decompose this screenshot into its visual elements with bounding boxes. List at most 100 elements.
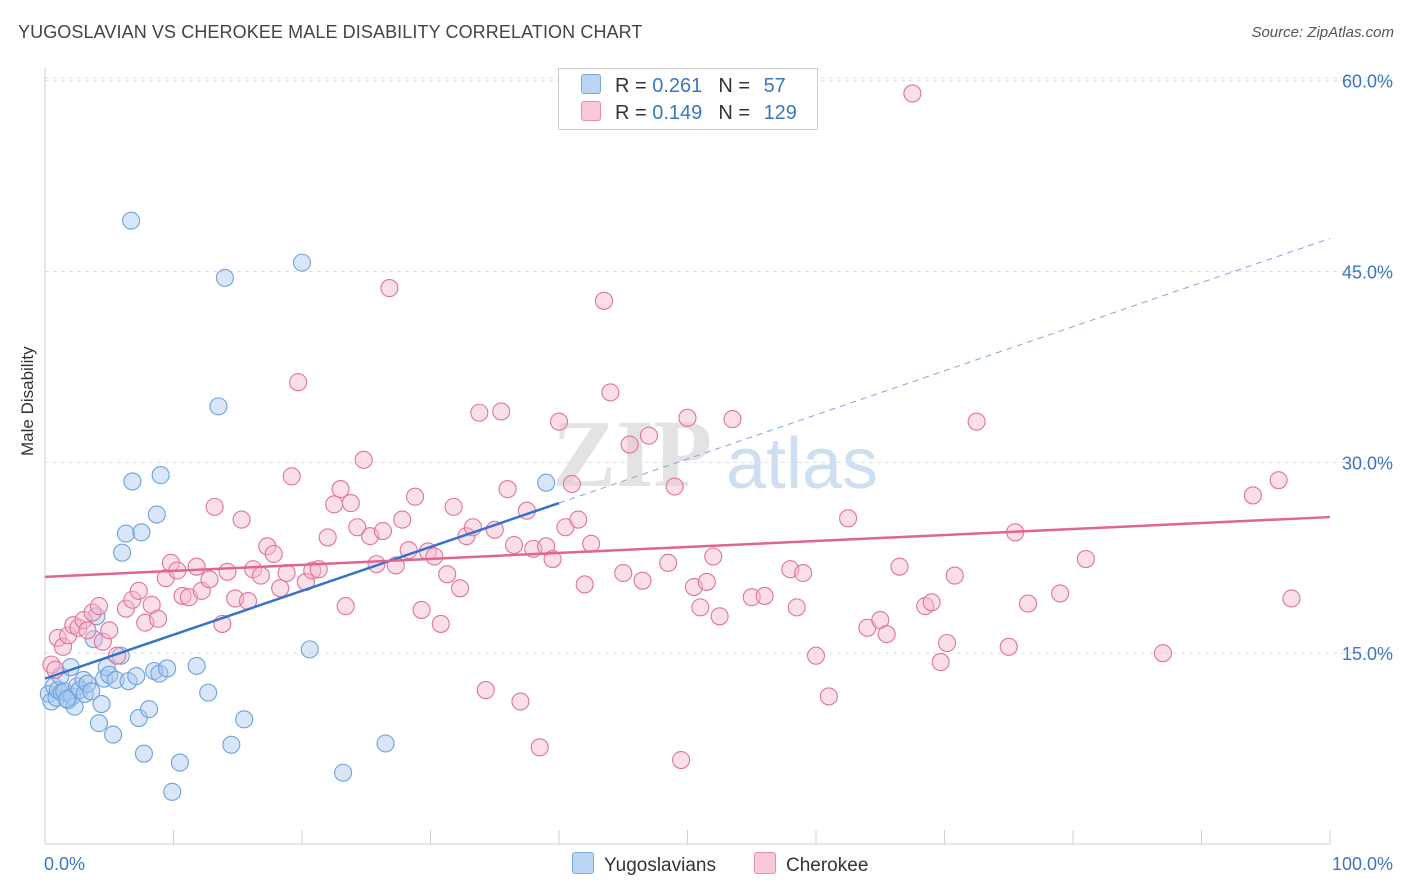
point-cherokee <box>89 597 109 616</box>
point-cherokee <box>498 480 517 499</box>
y-tick-labels: 15.0% 30.0% 45.0% 60.0% <box>1342 72 1393 664</box>
point-yugoslavians <box>57 689 76 709</box>
point-cherokee <box>1269 471 1288 490</box>
point-yugoslavians <box>187 656 206 675</box>
point-cherokee <box>173 586 192 605</box>
point-cherokee <box>425 547 444 566</box>
point-cherokee <box>318 528 337 547</box>
trend-line-cherokee <box>44 515 1331 579</box>
point-cherokee <box>742 588 761 607</box>
point-cherokee <box>331 480 350 499</box>
point-cherokee <box>258 537 277 556</box>
point-cherokee <box>710 607 729 626</box>
point-cherokee <box>678 408 697 427</box>
y-axis-label: Male Disability <box>18 346 37 456</box>
point-yugoslavians <box>151 466 170 485</box>
legend-item-cherokee: Cherokee <box>754 852 868 877</box>
point-yugoslavians <box>122 211 141 230</box>
point-yugoslavians <box>376 734 395 753</box>
point-yugoslavians <box>215 268 234 287</box>
point-cherokee <box>569 510 588 529</box>
point-cherokee <box>303 561 322 580</box>
point-cherokee <box>633 571 652 590</box>
point-yugoslavians <box>334 763 353 782</box>
point-cherokee <box>967 412 986 431</box>
legend-r-label: R = <box>615 102 647 124</box>
point-cherokee <box>341 494 360 513</box>
point-yugoslavians <box>170 753 189 772</box>
y-tick-label: 15.0% <box>1342 644 1393 664</box>
point-cherokee <box>620 435 639 454</box>
point-cherokee <box>251 566 270 585</box>
trend-line-yugoslavians <box>44 501 560 680</box>
point-cherokee <box>476 681 495 700</box>
series-cherokee-points <box>42 84 1301 770</box>
point-cherokee <box>93 632 112 651</box>
point-cherokee <box>1153 644 1172 663</box>
source-credit: Source: ZipAtlas.com <box>1251 24 1394 41</box>
point-cherokee <box>271 579 290 598</box>
chart-title: YUGOSLAVIAN VS CHEROKEE MALE DISABILITY … <box>18 22 643 42</box>
point-cherokee <box>289 373 308 392</box>
point-yugoslavians <box>89 714 109 733</box>
legend-n-label: N = <box>718 102 750 124</box>
legend-swatch-pink <box>581 101 601 121</box>
point-cherokee <box>945 566 964 585</box>
legend-r-label: R = <box>615 75 647 97</box>
x-tick-label-min: 0.0% <box>44 854 85 874</box>
point-cherokee <box>354 450 373 469</box>
point-cherokee <box>819 687 838 706</box>
point-cherokee <box>504 535 524 555</box>
point-yugoslavians <box>132 523 151 542</box>
point-cherokee <box>562 474 581 494</box>
x-axis-ticks <box>44 830 1331 844</box>
point-cherokee <box>48 628 67 647</box>
point-yugoslavians <box>134 744 153 763</box>
point-cherokee <box>806 646 826 665</box>
point-cherokee <box>187 557 206 576</box>
watermark-atlas: atlas <box>726 424 878 504</box>
legend-item-yugoslavians: Yugoslavians <box>572 852 716 877</box>
point-yugoslavians <box>147 505 166 524</box>
y-tick-label: 60.0% <box>1342 72 1393 92</box>
trend-lines <box>44 237 1331 680</box>
point-yugoslavians <box>222 735 241 754</box>
point-yugoslavians <box>116 524 136 543</box>
point-cherokee <box>931 653 950 672</box>
legend-r-value: 0.149 <box>652 102 703 124</box>
point-cherokee <box>457 527 476 546</box>
point-cherokee <box>938 633 957 653</box>
point-cherokee <box>406 487 425 506</box>
point-cherokee <box>511 692 530 711</box>
legend-row-yugoslavians: R = 0.261 N = 57 <box>581 74 786 100</box>
legend-swatch-pink <box>754 852 776 874</box>
point-cherokee <box>399 541 418 560</box>
point-cherokee <box>903 84 922 103</box>
point-cherokee <box>64 616 83 635</box>
point-cherokee <box>492 402 511 421</box>
point-cherokee <box>890 557 909 576</box>
point-cherokee <box>373 522 393 541</box>
point-yugoslavians <box>235 710 254 729</box>
point-cherokee <box>129 581 148 600</box>
point-cherokee <box>582 534 601 553</box>
point-yugoslavians <box>129 709 148 728</box>
point-cherokee <box>200 570 219 589</box>
point-cherokee <box>1243 486 1262 505</box>
point-cherokee <box>659 553 678 572</box>
legend-n-value: 57 <box>763 75 786 97</box>
point-yugoslavians <box>104 725 123 744</box>
point-yugoslavians <box>158 659 177 678</box>
point-cherokee <box>393 510 412 529</box>
point-cherokee <box>218 562 237 581</box>
point-cherokee <box>691 598 710 617</box>
x-tick-label-max: 100.0% <box>1332 854 1393 874</box>
point-yugoslavians <box>140 700 159 719</box>
point-cherokee <box>922 593 941 612</box>
point-cherokee <box>100 621 119 640</box>
point-cherokee <box>451 579 470 598</box>
point-cherokee <box>1282 589 1301 608</box>
legend-r-value: 0.261 <box>652 75 703 97</box>
point-cherokee <box>1051 584 1070 603</box>
